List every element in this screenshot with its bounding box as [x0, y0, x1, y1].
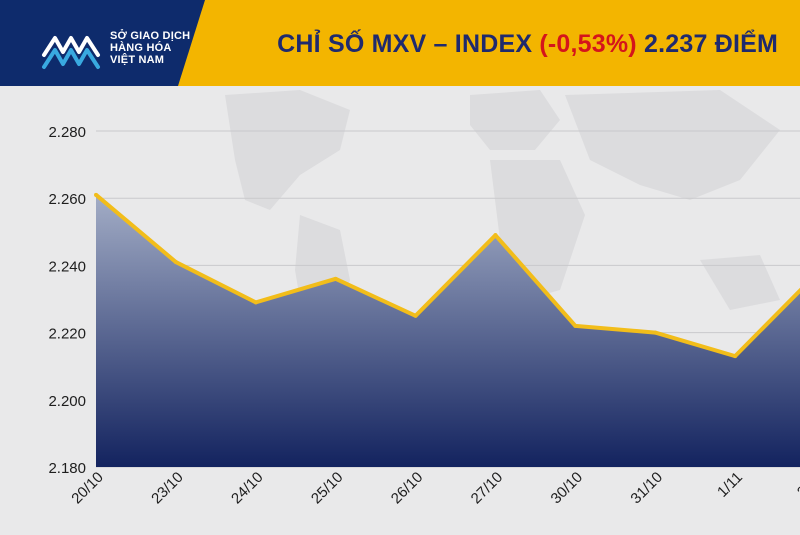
data-point	[493, 233, 498, 238]
area-fill	[96, 194, 800, 467]
data-point	[573, 323, 578, 328]
mxv-logo-icon	[42, 36, 100, 69]
chart-title: CHỈ SỐ MXV – INDEX (-0,53%) 2.237 ĐIỂM	[277, 30, 778, 59]
y-tick-label: 2.220	[48, 326, 86, 343]
y-tick-label: 2.260	[48, 191, 86, 208]
x-tick-label: 27/10	[468, 469, 507, 508]
data-point	[413, 313, 418, 318]
data-point	[653, 330, 658, 335]
x-tick-label: 30/10	[548, 469, 587, 508]
x-tick-label: 26/10	[388, 469, 427, 508]
logo-line-1: SỞ GIAO DỊCH	[110, 30, 191, 42]
x-tick-label: 25/10	[308, 469, 347, 508]
header-yellow-band	[0, 0, 800, 86]
area-layer	[94, 192, 800, 467]
data-point	[173, 260, 178, 265]
logo-line-2: HÀNG HÓA	[110, 42, 172, 54]
data-point	[333, 276, 338, 281]
logo-panel	[0, 0, 205, 86]
logo-text: SỞ GIAO DỊCH HÀNG HÓA VIỆT NAM	[110, 30, 190, 66]
x-tick-label: 2/11	[794, 469, 800, 501]
y-axis-ticks: 2.180 2.200 2.220 2.240 2.260 2.280	[48, 124, 86, 477]
data-point	[253, 300, 258, 305]
y-tick-label: 2.200	[48, 393, 86, 410]
series-line	[94, 193, 800, 359]
title-suffix: 2.237 ĐIỂM	[643, 30, 778, 58]
title-prefix: CHỈ SỐ MXV – INDEX	[277, 30, 533, 58]
data-point	[94, 192, 98, 197]
logo-line-3: VIỆT NAM	[110, 54, 165, 66]
y-tick-label: 2.180	[48, 460, 86, 477]
y-tick-label: 2.280	[48, 124, 86, 141]
y-tick-label: 2.240	[48, 258, 86, 275]
x-tick-label: 1/11	[714, 469, 746, 501]
x-axis-ticks: 20/10 23/10 24/10 25/10 26/10 27/10 30/10 31/10…	[68, 469, 800, 508]
title-change: (-0,53%)	[539, 30, 637, 58]
data-point	[733, 354, 738, 359]
x-tick-label: 31/10	[627, 469, 666, 508]
x-tick-label: 24/10	[228, 469, 267, 508]
header-banner	[0, 0, 800, 86]
x-tick-label: 23/10	[148, 469, 187, 508]
